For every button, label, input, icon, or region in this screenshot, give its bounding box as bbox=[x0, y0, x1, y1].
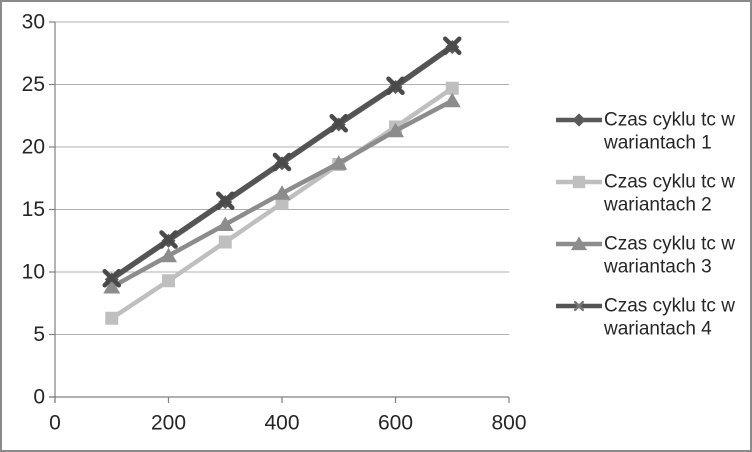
series-2-square-marker bbox=[105, 311, 119, 325]
series-2-square-marker bbox=[162, 274, 175, 288]
y-tick-label: 5 bbox=[33, 323, 45, 346]
series-2-square-marker bbox=[218, 235, 232, 249]
legend-label-4-line2: wariantach 4 bbox=[603, 319, 712, 340]
series-3-triangle-marker bbox=[160, 247, 177, 263]
series-3-triangle-marker bbox=[216, 216, 234, 231]
legend-triangle-icon bbox=[570, 236, 588, 251]
legend-diamond-icon bbox=[572, 113, 586, 127]
y-tick-label: 25 bbox=[22, 73, 45, 96]
x-tick-label: 200 bbox=[151, 412, 186, 435]
series-4-x-marker bbox=[272, 152, 292, 172]
series-3-triangle-marker bbox=[443, 92, 461, 108]
legend-label-2-line2: wariantach 2 bbox=[603, 195, 712, 216]
legend-square-icon bbox=[572, 175, 586, 189]
series-4-x-marker bbox=[102, 269, 121, 288]
y-tick-label: 15 bbox=[22, 198, 45, 221]
series-4-x-marker bbox=[443, 36, 462, 55]
series-3-triangle-marker bbox=[330, 155, 348, 170]
y-tick-label: 10 bbox=[22, 261, 45, 284]
series-2-square-marker bbox=[445, 81, 459, 95]
series-4-x-marker bbox=[159, 230, 178, 249]
x-tick-label: 800 bbox=[491, 412, 526, 435]
y-tick-label: 20 bbox=[22, 136, 45, 159]
x-tick-label: 0 bbox=[49, 412, 61, 435]
legend-label-1-line2: wariantach 1 bbox=[603, 133, 712, 154]
series-4-x-marker bbox=[216, 191, 235, 210]
legend-label-2-line1: Czas cyklu tc w bbox=[604, 172, 735, 193]
legend-label-4-line1: Czas cyklu tc w bbox=[604, 296, 735, 317]
y-tick-label: 30 bbox=[22, 11, 45, 34]
x-tick-label: 400 bbox=[264, 412, 299, 435]
legend-label-3-line2: wariantach 3 bbox=[603, 257, 712, 278]
series-4-x-marker bbox=[329, 114, 348, 133]
series-4-x-marker bbox=[386, 76, 405, 95]
x-tick-label: 600 bbox=[378, 412, 413, 435]
series-3-triangle-marker bbox=[387, 122, 404, 138]
y-tick-label: 0 bbox=[33, 386, 45, 409]
legend-label-1-line1: Czas cyklu tc w bbox=[604, 110, 735, 131]
series-3-triangle-marker bbox=[273, 185, 291, 200]
series-3-triangle-marker bbox=[103, 279, 121, 294]
legend-label-3-line1: Czas cyklu tc w bbox=[604, 234, 735, 255]
legend-x-icon bbox=[573, 300, 585, 312]
series-2-square-marker bbox=[275, 196, 289, 210]
